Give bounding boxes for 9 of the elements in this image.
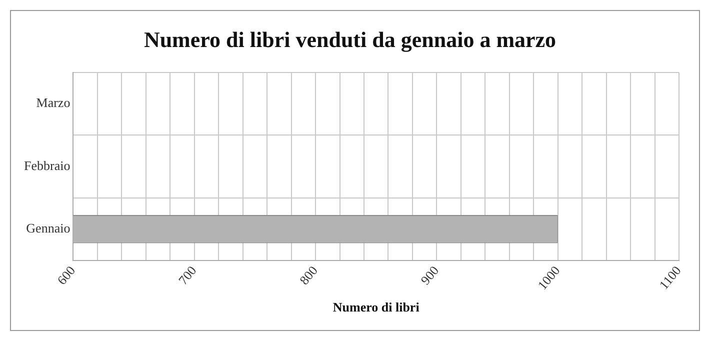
x-tick-label: 700 [175,262,200,288]
x-tick-label: 800 [296,262,320,288]
y-tick-label: Gennaio [26,220,70,236]
y-tick-label: Febbraio [24,158,70,173]
y-tick-label: Marzo [36,95,70,110]
chart-title: Numero di libri venduti da gennaio a marzo [144,26,556,52]
x-tick-label: 900 [418,262,442,288]
x-axis-title: Numero di libri [332,300,420,315]
x-tick-label: 600 [54,262,78,288]
